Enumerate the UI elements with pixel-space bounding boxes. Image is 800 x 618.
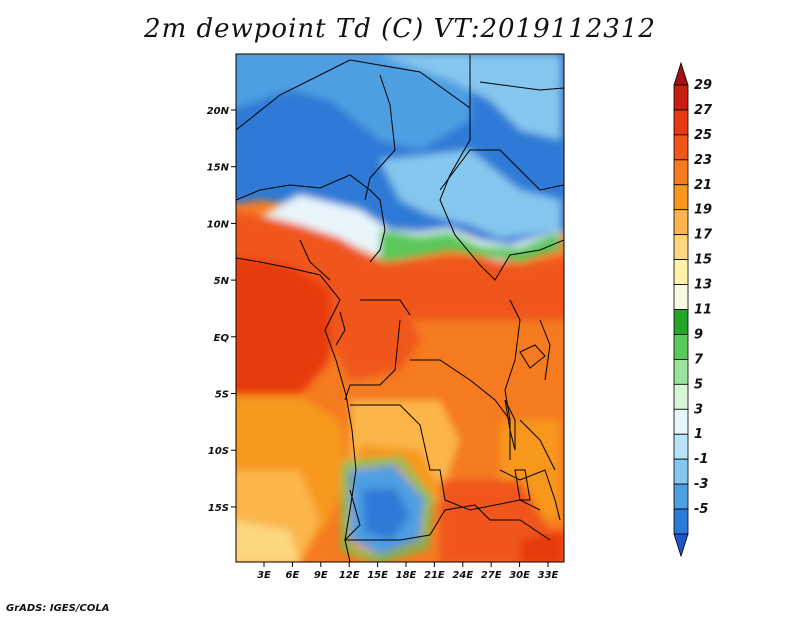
colorbar-label: 3	[694, 402, 703, 417]
colorbar-segment	[673, 209, 689, 236]
colorbar-segment	[673, 109, 689, 136]
colorbar-label: 21	[694, 178, 712, 193]
latitude-axis: 20N 15N 10N 5N EQ 5S 10S 15S	[207, 106, 236, 514]
colorbar-label: -3	[694, 477, 708, 492]
colorbar-segment	[673, 284, 689, 310]
colorbar-segment	[673, 184, 689, 211]
colorbar-label: 19	[694, 203, 712, 218]
lat-tick-label: 5S	[215, 390, 229, 401]
country-borders	[236, 55, 564, 562]
lon-tick-label: 30E	[509, 570, 530, 581]
lon-tick-label: 21E	[424, 570, 445, 581]
lat-tick-label: 10S	[208, 446, 229, 457]
colorbar-segment	[673, 234, 689, 261]
lat-tick-label: 10N	[207, 219, 230, 230]
longitude-axis: 3E 6E 9E 12E 15E 18E 21E 24E 27E 30E 33E	[257, 562, 559, 581]
map-frame	[235, 53, 565, 563]
colorbar: 29 27 25 23 21 19 17 15 13 11 9 7 5 3 1 -1 -3 -5	[673, 61, 713, 558]
lat-tick-label: 5N	[214, 276, 230, 287]
colorbar-segment	[673, 334, 689, 360]
colorbar-segment	[673, 483, 689, 510]
lon-tick-label: 15E	[367, 570, 388, 581]
colorbar-segment	[673, 159, 689, 186]
colorbar-label: -5	[694, 502, 708, 517]
colorbar-label: 29	[694, 78, 712, 93]
colorbar-segment	[673, 134, 689, 161]
colorbar-bottom-arrow	[673, 533, 689, 558]
colorbar-segment	[673, 408, 689, 435]
lat-tick-label: 20N	[207, 106, 230, 117]
lat-tick-label: EQ	[214, 333, 230, 344]
colorbar-label: 17	[694, 228, 713, 243]
lon-tick-label: 18E	[396, 570, 417, 581]
colorbar-label: 1	[694, 427, 703, 442]
lon-tick-label: 9E	[314, 570, 328, 581]
colorbar-label: 25	[694, 128, 712, 143]
colorbar-label: 9	[694, 327, 703, 342]
colorbar-segment	[673, 259, 689, 285]
colorbar-segment	[673, 458, 689, 485]
colorbar-label: 23	[694, 153, 712, 168]
chart-title: 2m dewpoint Td (C) VT:2019112312	[144, 14, 656, 44]
credit-text: GrADS: IGES/COLA	[6, 603, 110, 614]
colorbar-label: 5	[694, 377, 703, 392]
lat-tick-label: 15N	[207, 163, 230, 174]
lon-tick-label: 27E	[481, 570, 502, 581]
colorbar-segment	[673, 309, 689, 335]
lat-tick-label: 15S	[208, 503, 229, 514]
dewpoint-field	[236, 54, 564, 562]
colorbar-label: -1	[694, 452, 708, 467]
lon-tick-label: 33E	[538, 570, 559, 581]
colorbar-segment	[673, 383, 689, 410]
colorbar-label: 13	[694, 278, 712, 293]
colorbar-label: 11	[694, 303, 712, 318]
lon-tick-label: 3E	[257, 570, 271, 581]
colorbar-segment	[673, 358, 689, 385]
colorbar-segment	[673, 84, 689, 111]
colorbar-label: 15	[694, 253, 712, 268]
colorbar-segment	[673, 508, 689, 535]
lon-tick-label: 24E	[452, 570, 473, 581]
colorbar-top-arrow	[673, 61, 689, 86]
colorbar-segment	[673, 433, 689, 460]
colorbar-label: 7	[694, 352, 704, 367]
colorbar-label: 27	[694, 103, 713, 118]
lon-tick-label: 6E	[286, 570, 300, 581]
lon-tick-label: 12E	[339, 570, 360, 581]
